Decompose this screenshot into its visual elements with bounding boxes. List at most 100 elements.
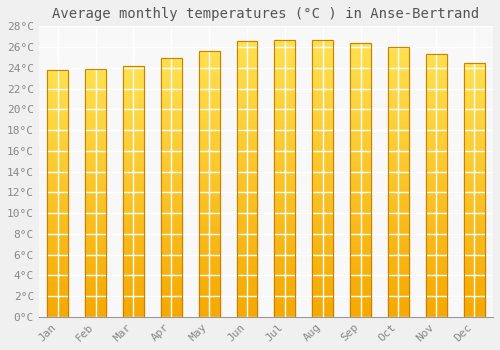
- Bar: [85, 84, 106, 86]
- Bar: [388, 290, 409, 293]
- Bar: [236, 66, 258, 68]
- Bar: [464, 309, 484, 312]
- Bar: [198, 187, 220, 189]
- Bar: [350, 54, 371, 57]
- Bar: [236, 286, 258, 289]
- Bar: [236, 251, 258, 253]
- Bar: [236, 96, 258, 99]
- Bar: [312, 201, 333, 203]
- Bar: [426, 285, 446, 288]
- Bar: [85, 136, 106, 138]
- Bar: [236, 148, 258, 151]
- Bar: [236, 121, 258, 124]
- Bar: [236, 77, 258, 79]
- Bar: [48, 287, 68, 290]
- Bar: [464, 236, 484, 238]
- Bar: [123, 272, 144, 274]
- Bar: [85, 101, 106, 104]
- Bar: [198, 301, 220, 303]
- Bar: [48, 292, 68, 295]
- Bar: [464, 136, 484, 139]
- Bar: [161, 167, 182, 169]
- Bar: [48, 87, 68, 90]
- Bar: [161, 270, 182, 273]
- Bar: [198, 208, 220, 211]
- Bar: [426, 191, 446, 194]
- Bar: [236, 179, 258, 182]
- Bar: [350, 284, 371, 287]
- Bar: [464, 220, 484, 223]
- Bar: [312, 78, 333, 81]
- Bar: [464, 240, 484, 243]
- Bar: [198, 285, 220, 288]
- Bar: [312, 120, 333, 123]
- Bar: [236, 79, 258, 82]
- Bar: [236, 275, 258, 278]
- Bar: [426, 212, 446, 215]
- Bar: [123, 81, 144, 83]
- Bar: [426, 186, 446, 188]
- Bar: [388, 52, 409, 55]
- Bar: [350, 303, 371, 306]
- Bar: [312, 40, 333, 43]
- Bar: [161, 211, 182, 213]
- Bar: [123, 101, 144, 103]
- Bar: [312, 98, 333, 101]
- Bar: [236, 41, 258, 317]
- Bar: [48, 127, 68, 129]
- Bar: [312, 134, 333, 137]
- Bar: [388, 171, 409, 174]
- Bar: [464, 195, 484, 197]
- Bar: [388, 249, 409, 252]
- Bar: [236, 259, 258, 261]
- Bar: [350, 81, 371, 84]
- Bar: [123, 201, 144, 204]
- Bar: [464, 294, 484, 296]
- Bar: [350, 199, 371, 202]
- Bar: [161, 141, 182, 144]
- Bar: [123, 136, 144, 139]
- Bar: [85, 96, 106, 99]
- Bar: [236, 289, 258, 292]
- Bar: [388, 79, 409, 82]
- Bar: [274, 159, 295, 162]
- Bar: [48, 253, 68, 255]
- Bar: [161, 286, 182, 288]
- Bar: [426, 180, 446, 183]
- Bar: [161, 255, 182, 257]
- Bar: [426, 243, 446, 246]
- Bar: [464, 233, 484, 236]
- Bar: [85, 138, 106, 141]
- Bar: [464, 307, 484, 309]
- Bar: [388, 303, 409, 306]
- Bar: [426, 236, 446, 238]
- Bar: [123, 181, 144, 184]
- Bar: [85, 193, 106, 195]
- Bar: [312, 59, 333, 62]
- Bar: [464, 98, 484, 101]
- Bar: [312, 45, 333, 48]
- Bar: [48, 144, 68, 146]
- Bar: [312, 220, 333, 223]
- Bar: [198, 118, 220, 120]
- Bar: [426, 99, 446, 102]
- Bar: [85, 89, 106, 91]
- Bar: [426, 194, 446, 196]
- Bar: [274, 231, 295, 234]
- Bar: [123, 284, 144, 287]
- Bar: [464, 184, 484, 187]
- Bar: [426, 183, 446, 186]
- Bar: [48, 201, 68, 203]
- Bar: [85, 285, 106, 287]
- Bar: [464, 212, 484, 215]
- Bar: [274, 137, 295, 140]
- Bar: [350, 221, 371, 224]
- Bar: [198, 80, 220, 83]
- Bar: [198, 120, 220, 123]
- Bar: [198, 218, 220, 221]
- Bar: [48, 295, 68, 297]
- Bar: [123, 93, 144, 96]
- Bar: [350, 292, 371, 295]
- Bar: [388, 163, 409, 166]
- Bar: [85, 294, 106, 297]
